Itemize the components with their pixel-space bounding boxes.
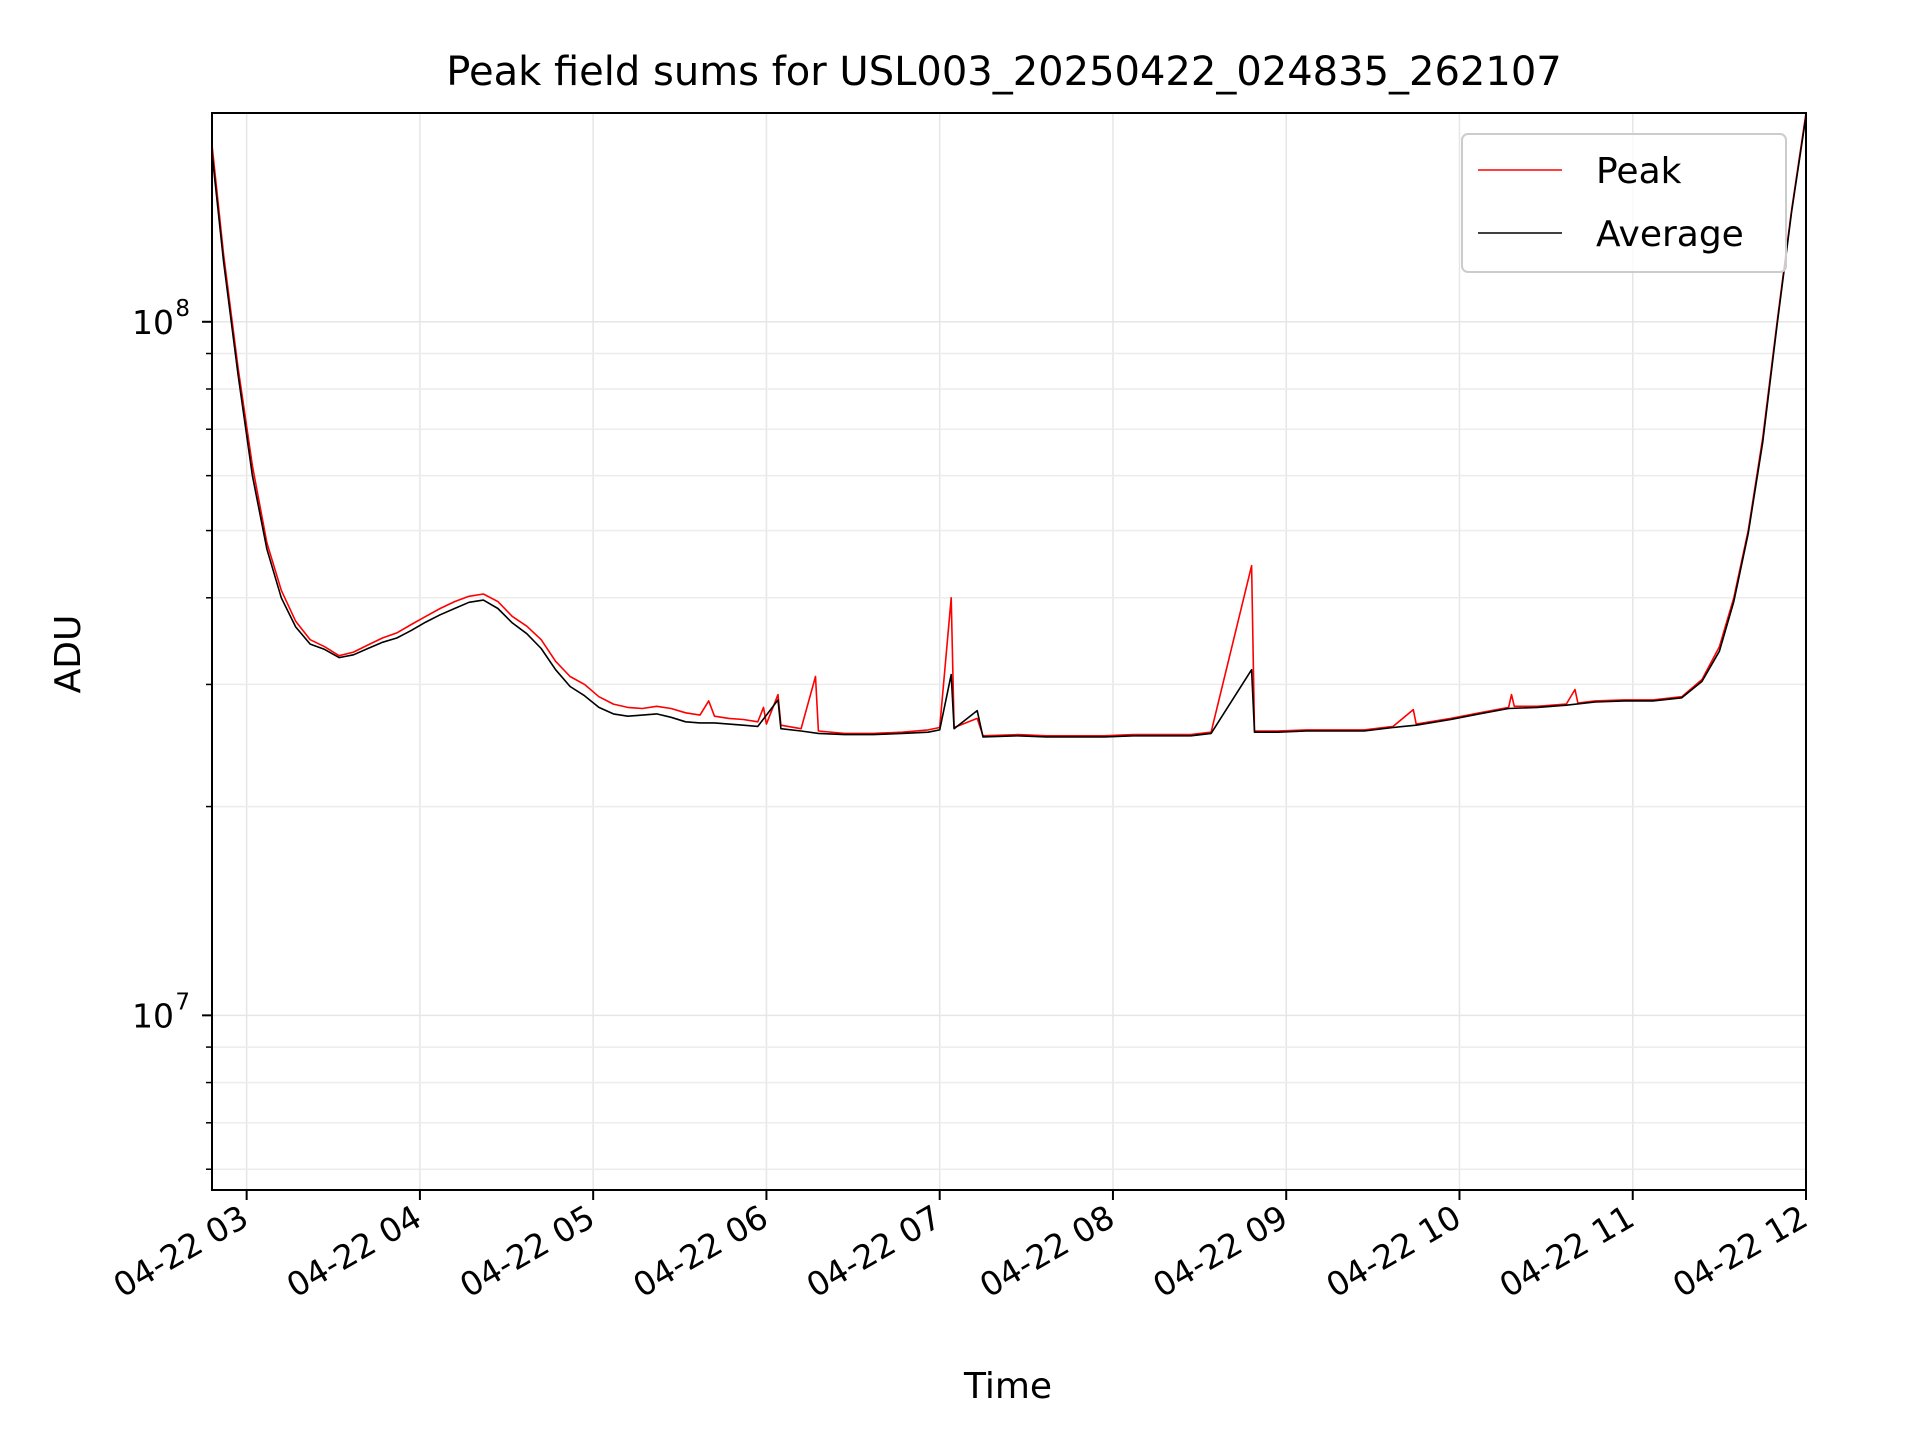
legend: Peak Average [1461, 133, 1787, 273]
plot-frame [211, 112, 1807, 1191]
series-layer [211, 112, 1807, 738]
series-line-average [211, 115, 1807, 738]
legend-label-peak: Peak [1596, 151, 1682, 192]
x-axis-label: Time [963, 1366, 1052, 1407]
chart-title: Peak field sums for USL003_20250422_0248… [446, 49, 1561, 95]
y-tick-label: 10 [132, 303, 174, 342]
legend-box [1461, 133, 1787, 273]
y-tick-label: 10 [132, 996, 174, 1035]
series-line-peak [211, 112, 1807, 737]
legend-label-average: Average [1596, 214, 1744, 255]
y-axis-label: ADU [48, 615, 89, 694]
y-tick-label-exponent: 8 [175, 296, 190, 322]
y-tick-label-exponent: 7 [175, 989, 190, 1015]
